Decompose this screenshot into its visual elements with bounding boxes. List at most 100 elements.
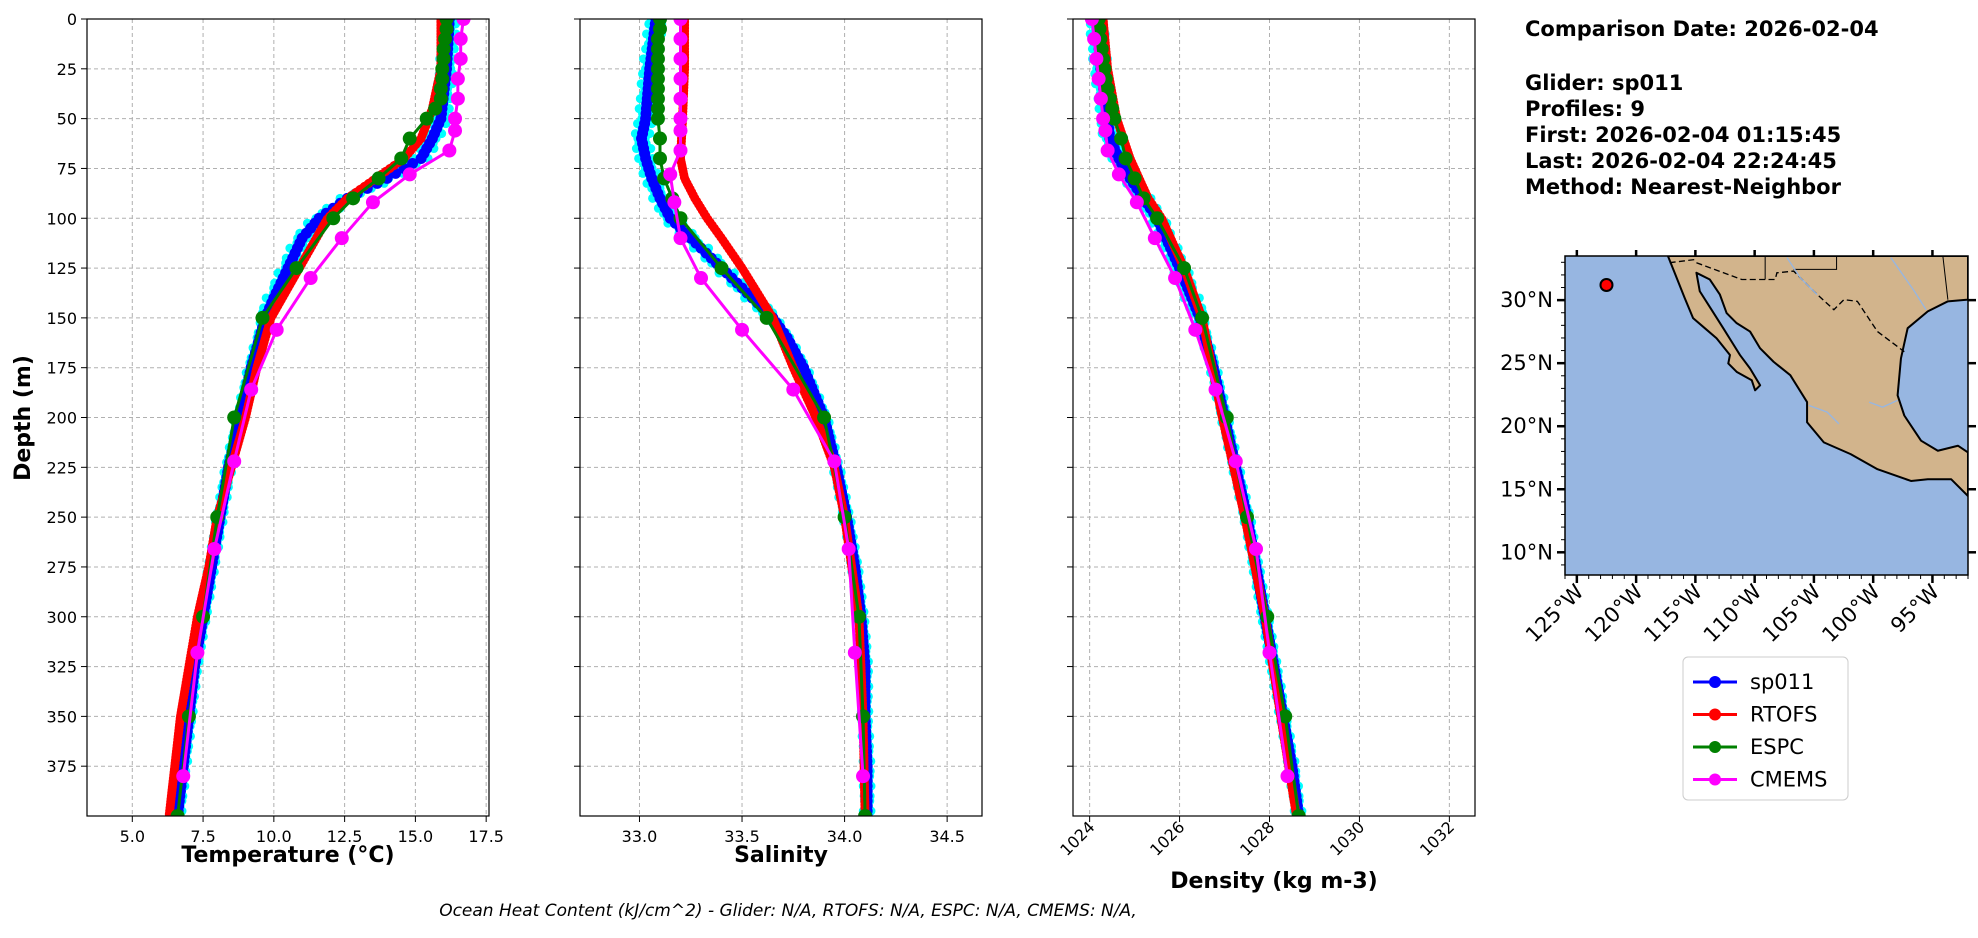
lon-tick-label: 115°W	[1639, 579, 1707, 647]
data-point-ESPC	[402, 131, 417, 146]
data-point-CMEMS	[673, 51, 688, 66]
data-point-CMEMS	[448, 111, 463, 126]
lon-tick-label: 105°W	[1758, 579, 1826, 647]
data-point-CMEMS	[1087, 31, 1102, 46]
data-point-ESPC	[650, 71, 665, 86]
series-layer	[164, 19, 471, 816]
depth-axis-label: Depth (m)	[11, 355, 36, 481]
first-time: First: 2026-02-04 01:15:45	[1525, 123, 1841, 147]
x-tick-label: 1032	[1416, 817, 1458, 859]
comparison-date: Comparison Date: 2026-02-04	[1525, 17, 1879, 41]
lon-tick-label: 125°W	[1521, 579, 1589, 647]
data-point-ESPC	[714, 261, 729, 276]
series-layer	[1084, 19, 1307, 816]
data-point-CMEMS	[694, 271, 709, 286]
data-point-ESPC	[759, 310, 774, 325]
series-layer	[630, 19, 876, 816]
method: Method: Nearest-Neighbor	[1525, 175, 1842, 199]
data-point-CMEMS	[334, 231, 349, 246]
legend-entry-ESPC: ESPC	[1693, 735, 1804, 759]
data-point-CMEMS	[1098, 123, 1113, 138]
last-time: Last: 2026-02-04 22:24:45	[1525, 149, 1837, 173]
data-point-CMEMS	[1089, 51, 1104, 66]
data-point-ESPC	[346, 191, 361, 206]
lon-tick-label: 95°W	[1886, 579, 1944, 637]
data-point-CMEMS	[453, 31, 468, 46]
data-point-ESPC	[851, 609, 866, 624]
x-tick-label: 34.5	[929, 827, 965, 846]
x-tick-label: 34.0	[827, 827, 863, 846]
data-point-CMEMS	[673, 111, 688, 126]
data-point-CMEMS	[667, 195, 682, 210]
legend-label: ESPC	[1750, 735, 1804, 759]
data-point-CMEMS	[1262, 645, 1277, 660]
data-point-ESPC	[428, 101, 443, 116]
lat-tick-label: 30°N	[1500, 288, 1553, 312]
legend-label: sp011	[1750, 670, 1814, 694]
data-point-ESPC	[650, 101, 665, 116]
x-tick-label: 1026	[1146, 817, 1188, 859]
y-tick-label: 200	[46, 409, 77, 428]
x-tick-label: 1030	[1326, 817, 1368, 859]
series-line-CMEMS	[668, 19, 865, 777]
panel-frame	[1072, 18, 1476, 817]
data-point-CMEMS	[402, 167, 417, 182]
data-point-CMEMS	[1168, 271, 1183, 286]
map-land-layer	[1666, 256, 1968, 498]
data-point-CMEMS	[1100, 143, 1115, 158]
data-point-CMEMS	[673, 31, 688, 46]
location-map: 30°N 25°N 20°N 15°N 10°N 125°W120°W115°W110°W…	[1500, 250, 1976, 647]
data-point-CMEMS	[1188, 322, 1203, 337]
data-point-CMEMS	[1091, 71, 1106, 86]
data-point-CMEMS	[735, 322, 750, 337]
data-point-CMEMS	[673, 231, 688, 246]
data-point-ESPC	[435, 61, 450, 76]
data-point-CMEMS	[673, 123, 688, 138]
y-tick-label: 125	[46, 259, 77, 278]
state-borders	[1764, 256, 1949, 300]
data-point-CMEMS	[176, 769, 191, 784]
data-point-ESPC	[1114, 131, 1129, 146]
legend-entry-sp011: sp011	[1693, 670, 1814, 694]
y-tick-label: 25	[57, 60, 77, 79]
data-point-ESPC	[1291, 809, 1306, 816]
data-point-ESPC	[1127, 171, 1142, 186]
y-tick-label: 0	[67, 10, 77, 29]
info-block: Comparison Date: 2026-02-04 Glider: sp01…	[1525, 17, 1879, 199]
data-point-CMEMS	[450, 71, 465, 86]
lon-tick-label: 100°W	[1817, 579, 1885, 647]
data-point-ESPC	[1177, 261, 1192, 276]
data-point-CMEMS	[244, 382, 259, 397]
panel-frame	[86, 18, 490, 817]
data-point-CMEMS	[673, 71, 688, 86]
y-tick-label: 250	[46, 508, 77, 527]
data-point-ESPC	[652, 131, 667, 146]
data-point-ESPC	[371, 171, 386, 186]
series-line-ESPC	[1097, 19, 1301, 816]
data-point-CMEMS	[1280, 769, 1295, 784]
data-point-CMEMS	[456, 19, 471, 26]
data-point-CMEMS	[1249, 542, 1264, 557]
y-tick-label: 225	[46, 458, 77, 477]
y-tick-label: 300	[46, 608, 77, 627]
data-point-CMEMS	[786, 382, 801, 397]
ocean-heat-content-summary: Ocean Heat Content (kJ/cm^2) - Glider: N…	[439, 901, 1137, 921]
data-point-ESPC	[419, 111, 434, 126]
x-axis-label: Temperature (°C)	[181, 843, 394, 868]
data-point-CMEMS	[190, 645, 205, 660]
data-point-ESPC	[652, 151, 667, 166]
data-point-CMEMS	[365, 195, 380, 210]
data-point-ESPC	[650, 91, 665, 106]
data-point-ESPC	[650, 31, 665, 46]
data-point-ESPC	[650, 41, 665, 56]
data-point-ESPC	[650, 61, 665, 76]
glider-name: Glider: sp011	[1525, 71, 1683, 95]
glider-location-marker	[1599, 278, 1614, 292]
data-point-CMEMS	[448, 123, 463, 138]
panel-frame	[579, 18, 983, 817]
lat-tick-label: 15°N	[1500, 477, 1553, 501]
data-point-CMEMS	[227, 454, 242, 469]
data-point-CMEMS	[1147, 231, 1162, 246]
data-point-ESPC	[433, 81, 448, 96]
